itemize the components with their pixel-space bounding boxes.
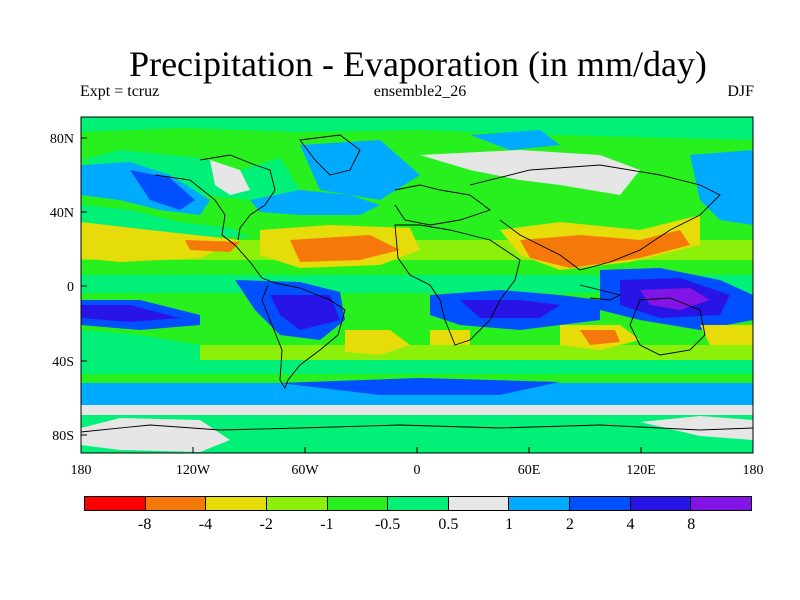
colorbar-label: -4 <box>198 516 213 533</box>
colorbar-label: 2 <box>565 516 574 533</box>
colorbar-swatch <box>691 497 752 510</box>
lat-label: 80S <box>52 429 74 444</box>
colorbar-label: -2 <box>259 516 273 533</box>
lon-label: 180 <box>743 463 764 478</box>
colorbar-label: 1 <box>505 516 514 533</box>
colorbar-label: -8 <box>138 516 152 533</box>
colorbar-label: -0.5 <box>374 516 401 533</box>
latitude-axis: 80N 40N 0 40S 80S <box>50 132 87 444</box>
lon-label: 120W <box>176 463 211 478</box>
colorbar <box>84 496 752 511</box>
lon-label: 120E <box>626 463 656 478</box>
colorbar-label: 4 <box>626 516 635 533</box>
contour-fields <box>81 117 753 453</box>
lon-label: 180 <box>71 463 92 478</box>
colorbar-label: 0.5 <box>438 516 459 533</box>
lat-label: 80N <box>50 132 74 147</box>
lat-label: 40N <box>50 206 74 221</box>
lat-label: 0 <box>67 280 74 295</box>
colorbar-swatch <box>145 497 207 510</box>
colorbar-label: -1 <box>320 516 334 533</box>
lon-label: 0 <box>414 463 421 478</box>
lon-label: 60W <box>291 463 319 478</box>
colorbar-swatch <box>266 497 328 510</box>
colorbar-label: 8 <box>687 516 696 533</box>
colorbar-swatch <box>388 497 449 510</box>
colorbar-swatch <box>206 497 267 510</box>
colorbar-swatch <box>509 497 571 510</box>
colorbar-swatch <box>85 497 146 510</box>
experiment-label: Expt = tcruz <box>80 83 160 100</box>
colorbar-swatch <box>570 497 631 510</box>
lon-label: 60E <box>518 463 541 478</box>
ensemble-label: ensemble2_26 <box>373 83 467 100</box>
longitude-axis: 180 120W 60W 0 60E 120E 180 <box>71 447 764 478</box>
coastlines <box>81 134 753 433</box>
lat-label: 40S <box>52 355 74 370</box>
colorbar-swatch <box>327 497 389 510</box>
colorbar-swatch <box>448 497 510 510</box>
map-title: Precipitation - Evaporation (in mm/day) <box>129 44 707 84</box>
colorbar-swatch <box>630 497 692 510</box>
season-label: DJF <box>727 83 754 100</box>
